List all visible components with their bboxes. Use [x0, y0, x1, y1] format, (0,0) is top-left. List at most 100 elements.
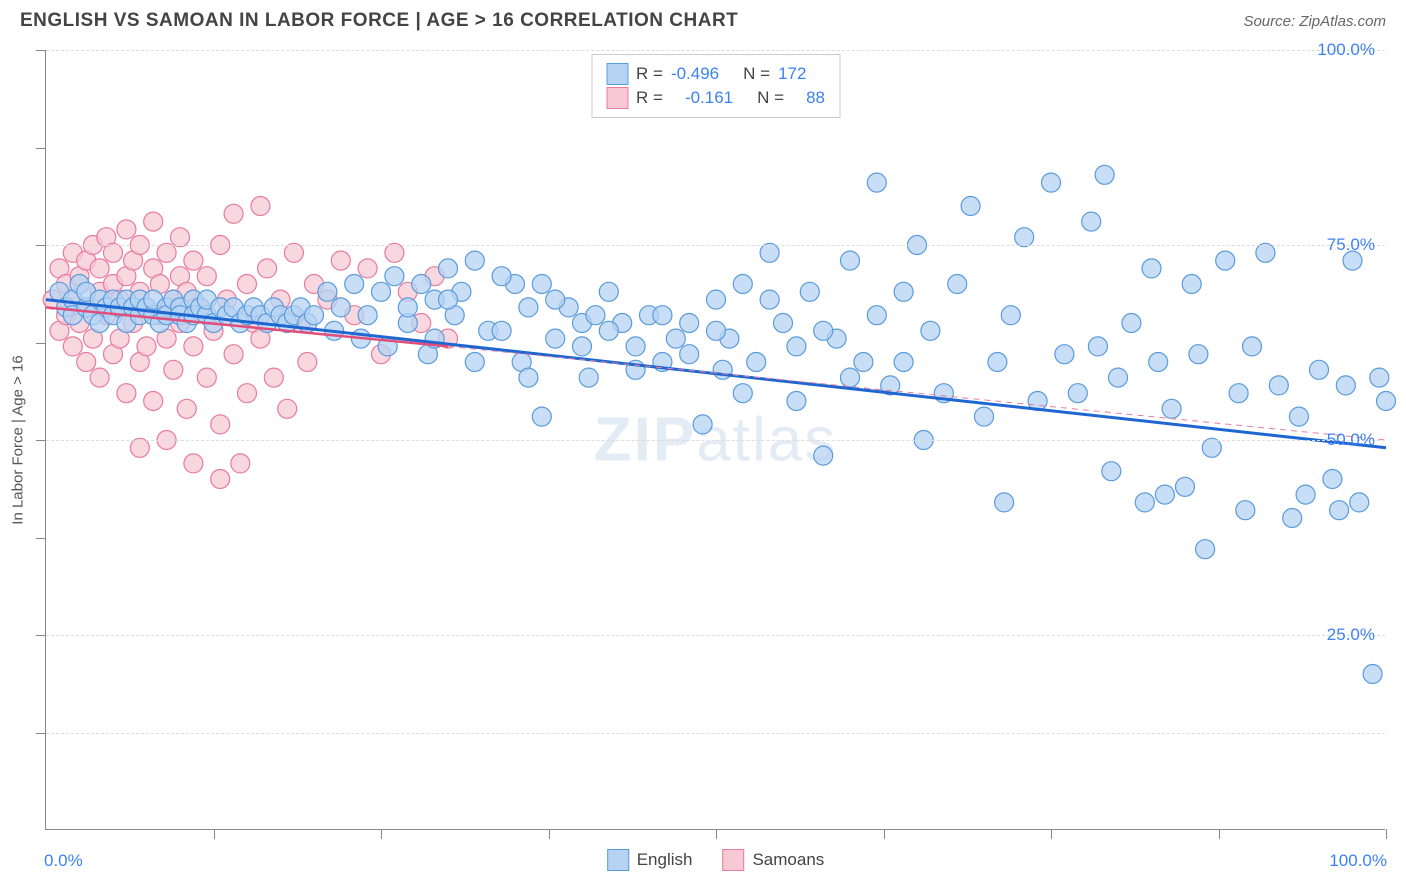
data-point: [238, 275, 257, 294]
y-tick: [36, 538, 46, 539]
data-point: [144, 212, 163, 231]
y-tick: [36, 50, 46, 51]
data-point: [144, 392, 163, 411]
data-point: [1370, 368, 1389, 387]
y-tick: [36, 148, 46, 149]
data-point: [975, 407, 994, 426]
data-point: [224, 204, 243, 223]
data-point: [573, 337, 592, 356]
data-point: [439, 259, 458, 278]
data-point: [318, 282, 337, 301]
data-point: [284, 243, 303, 262]
data-point: [77, 353, 96, 372]
y-axis-label: In Labor Force | Age > 16: [10, 355, 27, 524]
data-point: [211, 415, 230, 434]
gridline: [46, 733, 1385, 734]
y-tick: [36, 635, 46, 636]
data-point: [157, 243, 176, 262]
data-point: [579, 368, 598, 387]
data-point: [626, 337, 645, 356]
legend-label-samoans: Samoans: [752, 850, 824, 870]
y-tick: [36, 245, 46, 246]
data-point: [867, 173, 886, 192]
data-point: [385, 267, 404, 286]
data-point: [1202, 438, 1221, 457]
data-point: [948, 275, 967, 294]
data-point: [1176, 477, 1195, 496]
data-point: [854, 353, 873, 372]
data-point: [599, 282, 618, 301]
data-point: [197, 267, 216, 286]
data-point: [693, 415, 712, 434]
data-point: [1102, 462, 1121, 481]
data-point: [1082, 212, 1101, 231]
data-point: [1189, 345, 1208, 364]
source-attribution: Source: ZipAtlas.com: [1243, 13, 1386, 30]
data-point: [412, 275, 431, 294]
data-point: [251, 197, 270, 216]
data-point: [1289, 407, 1308, 426]
x-tick: [549, 829, 550, 839]
legend-row-english: R =-0.496 N =172: [606, 63, 825, 85]
series-legend: English Samoans: [607, 849, 825, 871]
data-point: [171, 228, 190, 247]
header: ENGLISH VS SAMOAN IN LABOR FORCE | AGE >…: [0, 0, 1406, 40]
data-point: [1142, 259, 1161, 278]
x-tick: [716, 829, 717, 839]
x-axis-end-label: 100.0%: [1329, 851, 1387, 871]
data-point: [224, 345, 243, 364]
data-point: [1216, 251, 1235, 270]
data-point: [1229, 384, 1248, 403]
data-point: [1109, 368, 1128, 387]
data-point: [1256, 243, 1275, 262]
data-point: [104, 243, 123, 262]
chart-title: ENGLISH VS SAMOAN IN LABOR FORCE | AGE >…: [20, 10, 738, 32]
data-point: [465, 353, 484, 372]
correlation-legend: R =-0.496 N =172 R =-0.161 N =88: [591, 54, 840, 118]
data-point: [117, 384, 136, 403]
data-point: [238, 384, 257, 403]
data-point: [1088, 337, 1107, 356]
data-point: [1336, 376, 1355, 395]
y-tick-label: 100.0%: [1317, 40, 1375, 60]
data-point: [921, 321, 940, 340]
data-point: [1149, 353, 1168, 372]
data-point: [358, 259, 377, 278]
data-point: [760, 243, 779, 262]
swatch-samoans-icon: [722, 849, 744, 871]
data-point: [653, 306, 672, 325]
data-point: [894, 353, 913, 372]
data-point: [231, 454, 250, 473]
data-point: [995, 493, 1014, 512]
data-point: [184, 337, 203, 356]
swatch-samoans: [606, 87, 628, 109]
data-point: [867, 306, 886, 325]
data-point: [519, 298, 538, 317]
data-point: [666, 329, 685, 348]
data-point: [385, 243, 404, 262]
data-point: [707, 321, 726, 340]
y-tick-label: 50.0%: [1327, 430, 1375, 450]
data-point: [1330, 501, 1349, 520]
data-point: [1182, 275, 1201, 294]
data-point: [492, 267, 511, 286]
y-tick: [36, 440, 46, 441]
r-value-samoans: -0.161: [685, 88, 733, 108]
data-point: [492, 321, 511, 340]
data-point: [258, 259, 277, 278]
data-point: [465, 251, 484, 270]
x-tick: [1219, 829, 1220, 839]
data-point: [988, 353, 1007, 372]
data-point: [814, 446, 833, 465]
data-point: [1001, 306, 1020, 325]
plot-area: In Labor Force | Age > 16 ZIPatlas R =-0…: [45, 50, 1385, 830]
data-point: [1196, 540, 1215, 559]
swatch-english-icon: [607, 849, 629, 871]
data-point: [1310, 360, 1329, 379]
data-point: [787, 337, 806, 356]
data-point: [733, 384, 752, 403]
data-point: [1055, 345, 1074, 364]
data-point: [841, 368, 860, 387]
data-point: [680, 345, 699, 364]
data-point: [532, 407, 551, 426]
